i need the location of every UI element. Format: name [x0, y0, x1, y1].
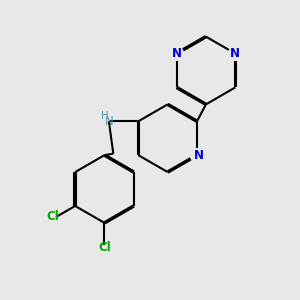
Text: Cl: Cl — [47, 211, 59, 224]
Text: N: N — [172, 47, 182, 60]
Text: N: N — [230, 47, 240, 60]
Text: H: H — [100, 111, 108, 121]
Text: Cl: Cl — [98, 242, 111, 254]
Text: N: N — [194, 149, 204, 162]
Text: N: N — [104, 115, 113, 128]
